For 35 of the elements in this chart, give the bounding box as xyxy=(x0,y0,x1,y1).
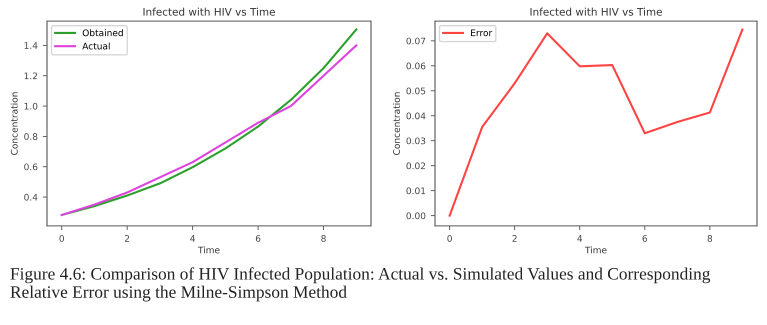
x-tick-label: 0 xyxy=(59,235,64,242)
x-tick-label: 6 xyxy=(642,235,648,242)
y-tick-label: 0.01 xyxy=(406,187,426,194)
y-tick-label: 0.04 xyxy=(406,112,426,120)
y-tick-label: 0.02 xyxy=(406,162,426,170)
x-tick-label: 4 xyxy=(190,235,195,242)
caption: Figure 4.6: Comparison of HIV Infected Population: Actual vs. Simulated Values and Corresponding Relative Error using the Milne-Simpson Method xyxy=(10,267,710,302)
y-tick-label: 1.2 xyxy=(24,72,38,80)
y-axis-title: Concentration xyxy=(392,92,400,155)
y-axis-title: Concentration xyxy=(10,92,18,155)
legend-label: Error xyxy=(471,30,492,36)
x-tick-label: 8 xyxy=(321,235,326,242)
y-tick-label: 0.05 xyxy=(406,88,426,94)
x-tick-label: 4 xyxy=(577,235,582,242)
chart-title: Infected with HIV vs Time xyxy=(530,8,662,16)
x-tick-label: 6 xyxy=(256,235,260,242)
x-axis-title: Time xyxy=(584,246,607,254)
y-tick-label: 0.03 xyxy=(406,137,426,144)
y-tick-label: 0.4 xyxy=(24,194,38,201)
x-axis-title: Time xyxy=(198,246,220,254)
y-tick-label: 1.4 xyxy=(24,42,38,49)
y-tick-label: 0.07 xyxy=(406,38,426,44)
chart-title: Infected with HIV vs Time xyxy=(144,8,275,16)
y-tick-label: 0.6 xyxy=(24,163,38,170)
x-tick-label: 2 xyxy=(512,235,517,242)
legend-label: Obtained xyxy=(82,29,123,36)
y-tick-label: 0.06 xyxy=(406,62,426,70)
line-series xyxy=(448,28,744,217)
x-tick-label: 2 xyxy=(124,235,130,242)
y-tick-label: 1.0 xyxy=(24,102,38,110)
x-tick-label: 8 xyxy=(708,235,712,242)
legend-label: Actual xyxy=(82,42,110,50)
y-tick-label: 0.00 xyxy=(406,212,426,220)
x-tick-label: 0 xyxy=(447,235,452,242)
y-tick-label: 0.8 xyxy=(24,133,38,140)
